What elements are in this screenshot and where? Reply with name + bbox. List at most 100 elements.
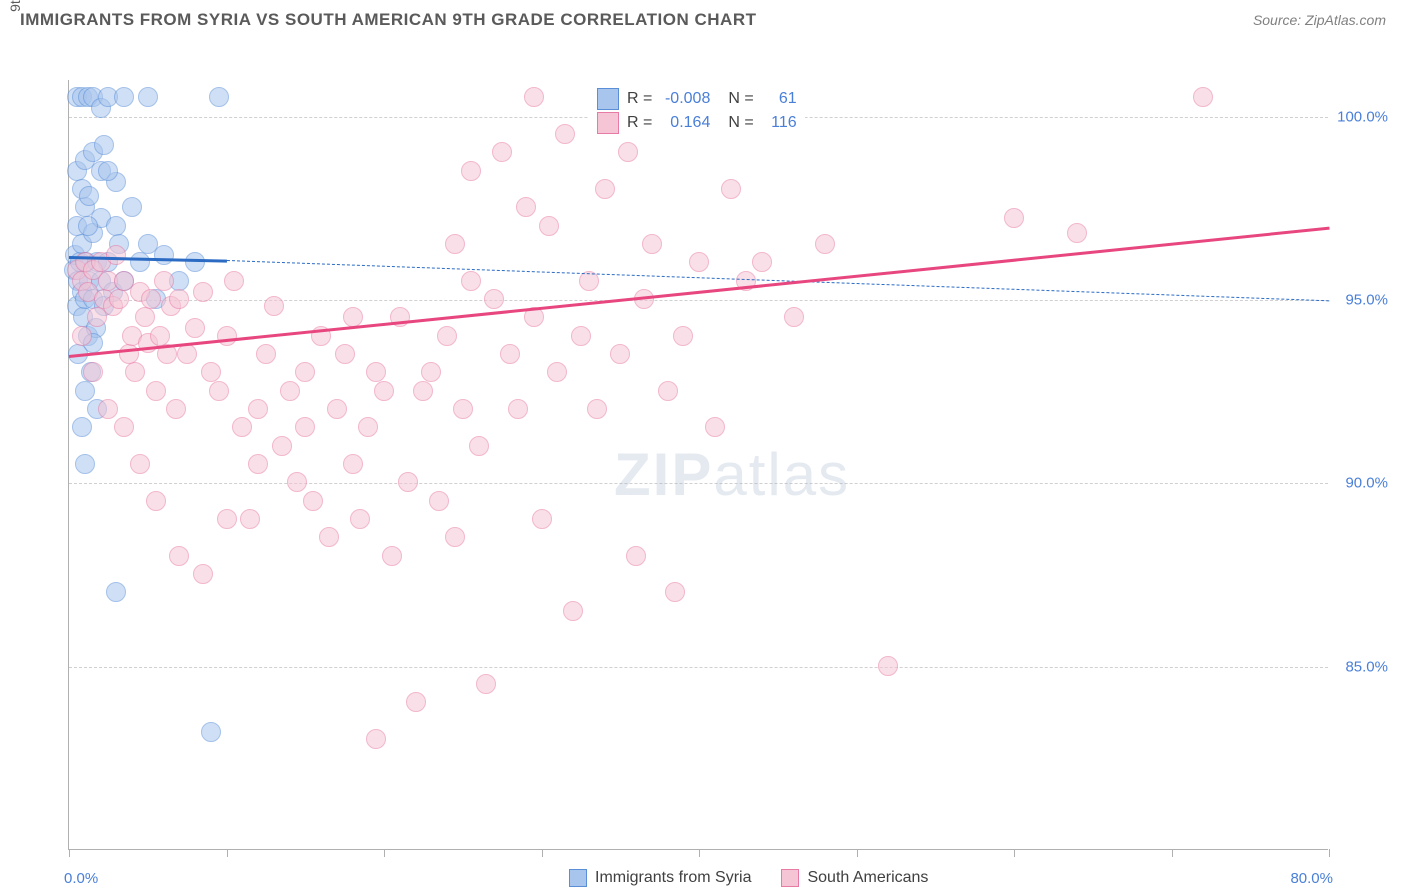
data-point-south_american — [595, 179, 615, 199]
legend-swatch — [597, 88, 619, 110]
data-point-south_american — [150, 326, 170, 346]
legend-n-value: 116 — [762, 114, 797, 132]
legend-item-south_american: South Americans — [781, 869, 928, 887]
data-point-south_american — [201, 362, 221, 382]
data-point-syria — [138, 87, 158, 107]
data-point-south_american — [398, 472, 418, 492]
data-point-south_american — [555, 124, 575, 144]
data-point-south_american — [610, 344, 630, 364]
data-point-south_american — [516, 197, 536, 217]
data-point-south_american — [169, 289, 189, 309]
data-point-south_american — [705, 417, 725, 437]
legend-item-syria: Immigrants from Syria — [569, 869, 751, 887]
data-point-south_american — [1004, 208, 1024, 228]
data-point-south_american — [1193, 87, 1213, 107]
plot-area: 85.0%90.0%95.0%100.0%0.0%80.0%ZIPatlasR … — [68, 80, 1328, 850]
y-tick-label: 85.0% — [1345, 658, 1388, 675]
x-tick-label: 80.0% — [1290, 870, 1333, 887]
data-point-south_american — [642, 234, 662, 254]
data-point-south_american — [114, 417, 134, 437]
data-point-south_american — [272, 436, 292, 456]
data-point-south_american — [141, 289, 161, 309]
data-point-south_american — [665, 582, 685, 602]
legend-label: South Americans — [807, 869, 928, 887]
data-point-syria — [114, 87, 134, 107]
legend-row-syria: R =-0.008N =61 — [597, 88, 797, 110]
data-point-south_american — [508, 399, 528, 419]
data-point-south_american — [539, 216, 559, 236]
x-tick — [1329, 849, 1330, 857]
data-point-south_american — [500, 344, 520, 364]
data-point-south_american — [166, 399, 186, 419]
legend-series: Immigrants from Syria South Americans — [569, 869, 928, 887]
data-point-south_american — [382, 546, 402, 566]
data-point-south_american — [413, 381, 433, 401]
data-point-south_american — [146, 381, 166, 401]
data-point-south_american — [878, 656, 898, 676]
legend-n-label: N = — [728, 114, 753, 132]
data-point-south_american — [154, 271, 174, 291]
legend-r-value: -0.008 — [660, 90, 710, 108]
data-point-south_american — [217, 509, 237, 529]
data-point-south_american — [295, 362, 315, 382]
data-point-south_american — [721, 179, 741, 199]
data-point-south_american — [1067, 223, 1087, 243]
data-point-south_american — [563, 601, 583, 621]
data-point-south_american — [476, 674, 496, 694]
data-point-south_american — [98, 399, 118, 419]
x-tick — [384, 849, 385, 857]
legend-label: Immigrants from Syria — [595, 869, 751, 887]
data-point-south_american — [125, 362, 145, 382]
y-tick-label: 90.0% — [1345, 475, 1388, 492]
watermark: ZIPatlas — [614, 440, 850, 509]
data-point-syria — [94, 135, 114, 155]
data-point-south_american — [784, 307, 804, 327]
data-point-south_american — [673, 326, 693, 346]
data-point-south_american — [547, 362, 567, 382]
data-point-syria — [201, 722, 221, 742]
x-tick — [1172, 849, 1173, 857]
data-point-south_american — [571, 326, 591, 346]
data-point-syria — [79, 186, 99, 206]
data-point-south_american — [135, 307, 155, 327]
chart-header: IMMIGRANTS FROM SYRIA VS SOUTH AMERICAN … — [0, 0, 1406, 35]
data-point-south_american — [280, 381, 300, 401]
chart-title: IMMIGRANTS FROM SYRIA VS SOUTH AMERICAN … — [20, 10, 756, 30]
data-point-syria — [106, 582, 126, 602]
data-point-south_american — [185, 318, 205, 338]
data-point-syria — [72, 417, 92, 437]
data-point-south_american — [358, 417, 378, 437]
data-point-south_american — [327, 399, 347, 419]
data-point-south_american — [303, 491, 323, 511]
y-tick-label: 100.0% — [1337, 108, 1388, 125]
data-point-south_american — [469, 436, 489, 456]
data-point-south_american — [461, 271, 481, 291]
legend-swatch — [597, 112, 619, 134]
data-point-south_american — [130, 454, 150, 474]
data-point-syria — [185, 252, 205, 272]
data-point-south_american — [453, 399, 473, 419]
x-tick — [69, 849, 70, 857]
data-point-south_american — [366, 362, 386, 382]
legend-r-label: R = — [627, 114, 652, 132]
data-point-syria — [122, 197, 142, 217]
legend-n-label: N = — [728, 90, 753, 108]
data-point-south_american — [193, 282, 213, 302]
data-point-south_american — [532, 509, 552, 529]
data-point-south_american — [287, 472, 307, 492]
data-point-south_american — [146, 491, 166, 511]
data-point-south_american — [209, 381, 229, 401]
data-point-south_american — [248, 454, 268, 474]
data-point-south_american — [169, 546, 189, 566]
data-point-south_american — [72, 326, 92, 346]
data-point-south_american — [232, 417, 252, 437]
x-tick — [542, 849, 543, 857]
data-point-south_american — [815, 234, 835, 254]
data-point-south_american — [177, 344, 197, 364]
data-point-syria — [209, 87, 229, 107]
data-point-south_american — [445, 234, 465, 254]
data-point-south_american — [264, 296, 284, 316]
data-point-south_american — [524, 87, 544, 107]
trend-line — [226, 260, 1329, 301]
data-point-south_american — [83, 362, 103, 382]
